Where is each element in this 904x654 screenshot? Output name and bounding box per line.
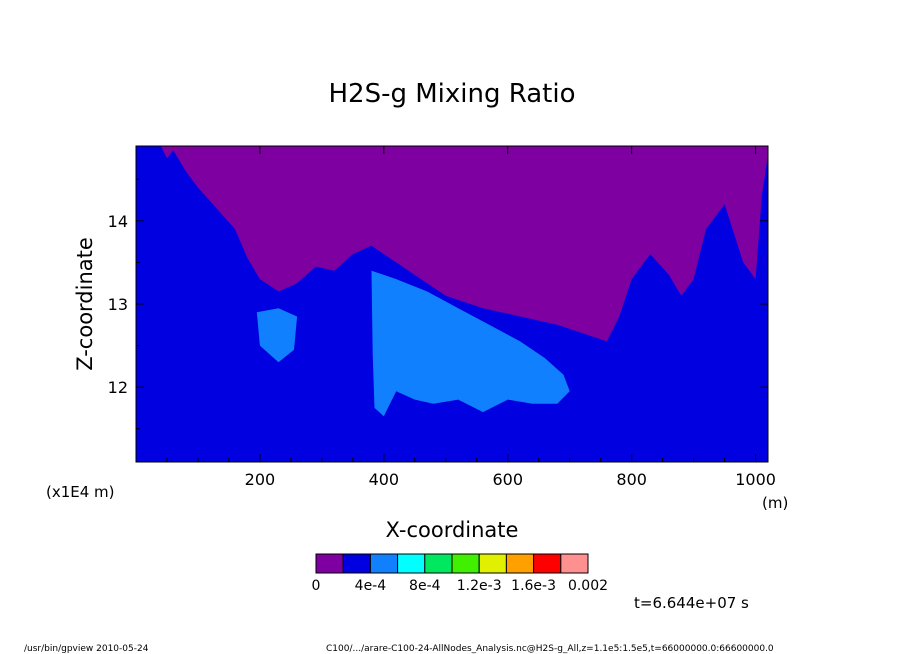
x-tick-label: 200 bbox=[245, 470, 276, 489]
time-label: t=6.644e+07 s bbox=[634, 594, 749, 612]
colorbar-swatch-4 bbox=[424, 553, 453, 574]
colorbar-swatch-9 bbox=[560, 553, 589, 574]
y-axis: 12 13 14 bbox=[108, 178, 768, 430]
x-axis-label: X-coordinate bbox=[386, 518, 519, 542]
colorbar-label: 0 bbox=[312, 578, 321, 594]
x-tick-label: 400 bbox=[369, 470, 400, 489]
y-tick-label: 13 bbox=[108, 295, 128, 314]
colorbar-swatch-2 bbox=[369, 553, 399, 574]
plot-area bbox=[136, 146, 768, 462]
x-axis: 200 400 600 800 1000 bbox=[166, 146, 776, 489]
colorbar-labels: 0 4e-4 8e-4 1.2e-3 1.6e-3 0.002 bbox=[312, 578, 609, 594]
colorbar-swatch-7 bbox=[505, 553, 535, 574]
colorbar-label: 1.2e-3 bbox=[457, 578, 502, 594]
colorbar-swatch-0 bbox=[315, 553, 344, 574]
contour-regions bbox=[160, 146, 768, 417]
contour-region-1 bbox=[371, 270, 570, 417]
source-info: C100/.../arare-C100-24-AllNodes_Analysis… bbox=[326, 644, 774, 654]
x-tick-label: 600 bbox=[492, 470, 523, 489]
colorbar-swatch-5 bbox=[451, 553, 480, 574]
colorbar-swatch-3 bbox=[397, 553, 426, 574]
colorbar-label: 0.002 bbox=[568, 578, 608, 594]
x-tick-label: 1000 bbox=[735, 470, 776, 489]
contour-region-2 bbox=[256, 308, 298, 363]
x-unit-label: (m) bbox=[762, 494, 788, 512]
y-unit-label: (x1E4 m) bbox=[46, 483, 115, 501]
colorbar-label: 4e-4 bbox=[355, 578, 387, 594]
colorbar-swatch-6 bbox=[478, 553, 507, 574]
y-tick-label: 12 bbox=[108, 378, 128, 397]
colorbar bbox=[315, 553, 589, 574]
y-tick-label: 14 bbox=[108, 212, 128, 231]
colorbar-swatch-8 bbox=[533, 553, 562, 574]
colorbar-label: 8e-4 bbox=[409, 578, 441, 594]
chart-title: H2S-g Mixing Ratio bbox=[328, 79, 575, 109]
program-info: /usr/bin/gpview 2010-05-24 bbox=[24, 644, 149, 654]
colorbar-swatch-1 bbox=[342, 553, 371, 574]
contour-region-0 bbox=[160, 146, 768, 342]
colorbar-label: 1.6e-3 bbox=[511, 578, 556, 594]
x-tick-label: 800 bbox=[616, 470, 647, 489]
y-axis-label: Z-coordinate bbox=[73, 237, 97, 371]
